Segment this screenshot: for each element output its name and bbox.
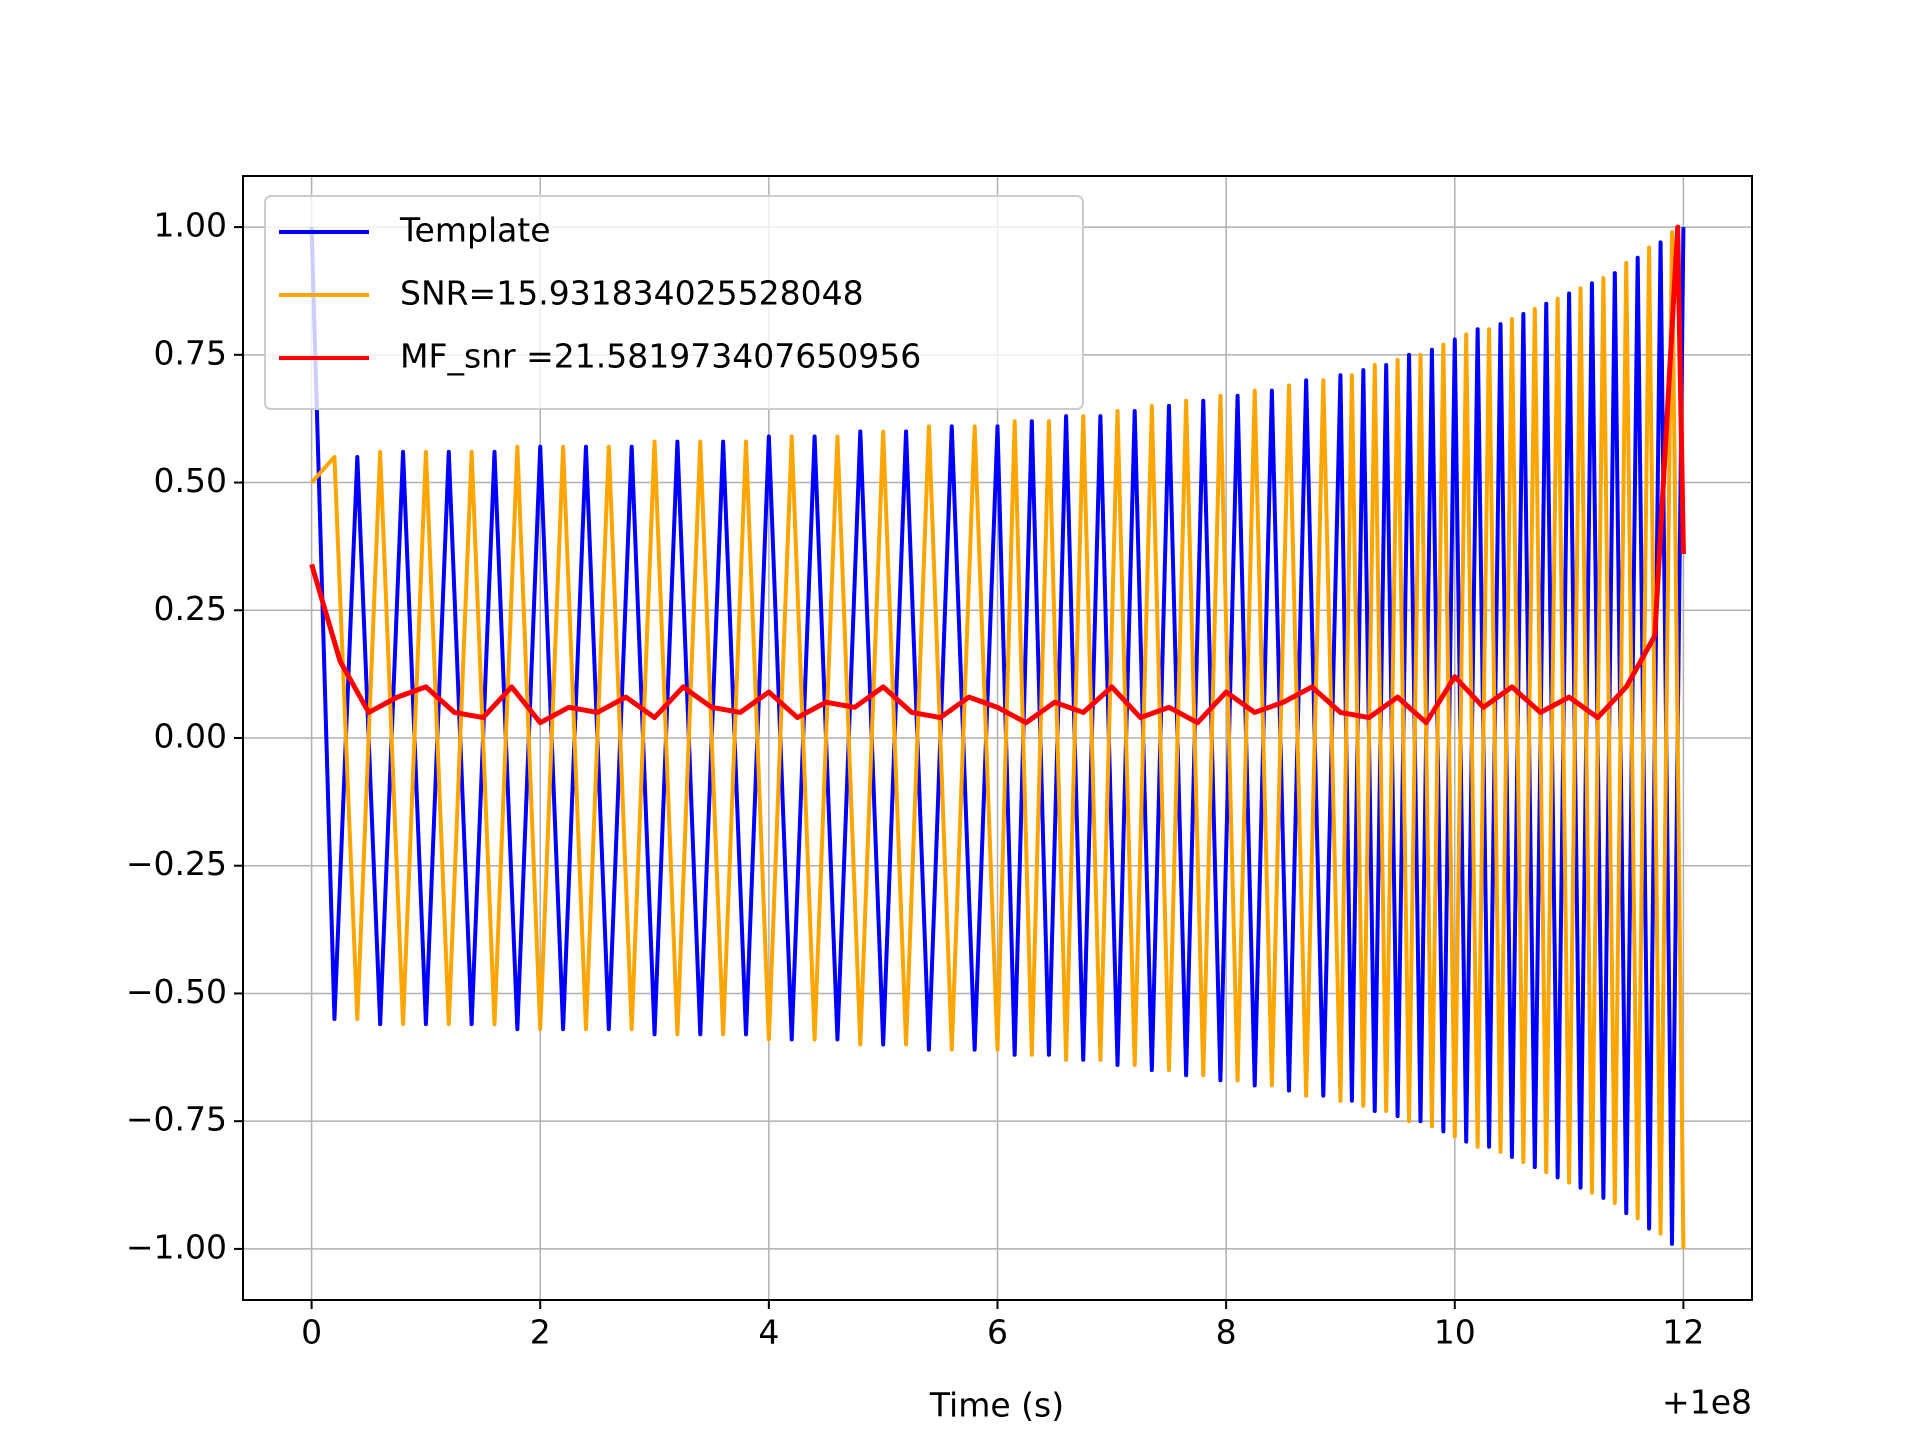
y-tick-label: −1.00	[126, 1227, 227, 1266]
y-tick-label: 0.25	[154, 589, 227, 628]
x-offset-label: +1e8	[1662, 1383, 1752, 1422]
legend-box	[264, 195, 1084, 410]
y-tick-label: −0.50	[126, 972, 227, 1011]
x-tick-label: 10	[1434, 1313, 1476, 1352]
x-tick-label: 8	[1216, 1313, 1237, 1352]
x-axis-label: Time (s)	[929, 1386, 1064, 1425]
y-tick-label: 0.00	[154, 717, 227, 756]
x-tick-label: 6	[987, 1313, 1008, 1352]
legend-label: Template	[399, 211, 551, 250]
data-line	[309, 224, 1686, 726]
x-tick-label: 2	[530, 1313, 551, 1352]
y-tick-label: −0.75	[126, 1100, 227, 1139]
y-tick-label: 0.50	[154, 461, 227, 500]
y-tick-label: 0.75	[154, 333, 227, 372]
x-tick-label: 0	[301, 1313, 322, 1352]
data-line	[309, 227, 1686, 1246]
ticks: 0 2 4 6 8 10 12 −1.00 −0.75 −0.50 −0.25 0.00 0.25 0.5…	[126, 206, 1705, 1352]
y-tick-label: 1.00	[154, 206, 227, 245]
data-line	[310, 230, 1686, 1249]
legend-label: MF_snr =21.581973407650956	[400, 337, 921, 376]
plot-area	[309, 224, 1686, 1249]
x-tick-label: 4	[758, 1313, 779, 1352]
legend: Template SNR=15.931834025528048 MF_snr =21…	[264, 195, 1084, 410]
y-tick-label: −0.25	[126, 844, 227, 883]
x-tick-label: 12	[1662, 1313, 1704, 1352]
legend-label: SNR=15.931834025528048	[400, 274, 864, 313]
